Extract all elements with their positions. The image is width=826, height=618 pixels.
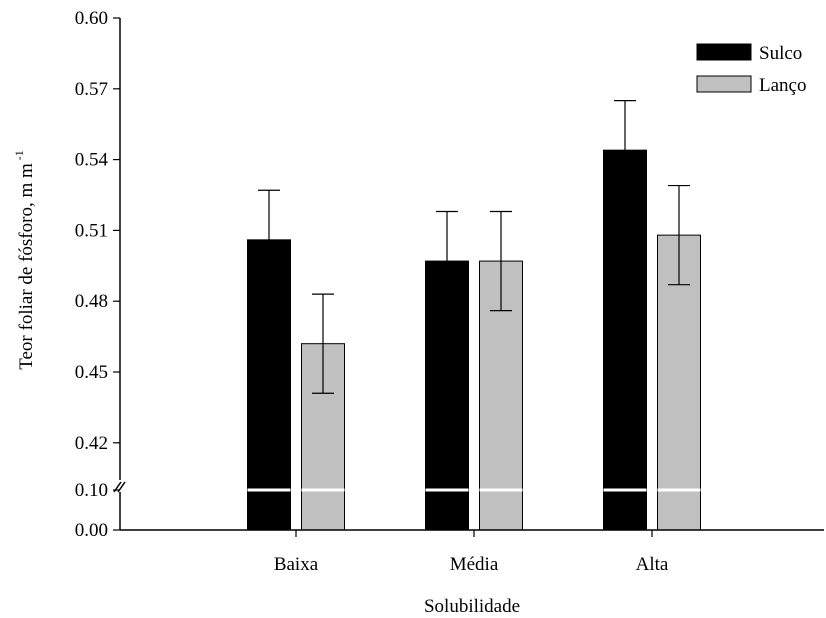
error-bar-lanco-media (490, 210, 512, 312)
y-tick-label: 0.42 (75, 433, 108, 454)
legend-label-sulco: Sulco (759, 43, 802, 64)
legend-label-lanco: Lanço (759, 75, 806, 96)
x-ticks-layer: Baixa Média Alta (274, 530, 669, 575)
x-tick-label: Baixa (274, 554, 319, 575)
x-axis-title: Solubilidade (424, 596, 520, 617)
y-tick-label: 0.60 (75, 8, 108, 29)
bar-sulco-baixa (247, 239, 291, 531)
axes-layer (112, 18, 824, 531)
y-tick-label: 0.51 (75, 220, 108, 241)
error-bar-sulco-media (436, 210, 458, 262)
error-bar-sulco-alta (614, 99, 636, 151)
error-bar-sulco-baixa (258, 189, 280, 240)
legend: Sulco Lanço (696, 43, 806, 96)
bar-sulco-alta (603, 149, 647, 531)
y-tick-label: 0.10 (75, 480, 108, 501)
y-axis-title-text: Teor foliar de fósforo, m m (16, 163, 37, 370)
error-bar-lanco-alta (668, 184, 690, 286)
bars-layer (247, 149, 701, 531)
legend-swatch-sulco (696, 43, 752, 61)
svg-text:Teor foliar de fósforo, m m-1: Teor foliar de fósforo, m m -1 (12, 150, 37, 370)
x-tick-label: Média (450, 554, 499, 575)
y-tick-label: 0.00 (75, 520, 108, 541)
y-ticks-layer: 0.00 0.10 0.42 0.45 0.48 0.51 0.54 0.57 0.60 (75, 8, 120, 541)
y-tick-label: 0.48 (75, 291, 108, 312)
x-tick-label: Alta (636, 554, 669, 575)
error-bar-lanco-baixa (312, 293, 334, 394)
error-bars-layer (258, 99, 690, 394)
y-axis-title-superscript: -1 (12, 150, 26, 160)
y-tick-label: 0.54 (75, 150, 109, 171)
y-tick-label: 0.57 (75, 79, 108, 100)
legend-swatch-lanco (696, 75, 752, 93)
y-axis-title: Teor foliar de fósforo, m m -1 (12, 150, 37, 370)
y-tick-label: 0.45 (75, 362, 108, 383)
